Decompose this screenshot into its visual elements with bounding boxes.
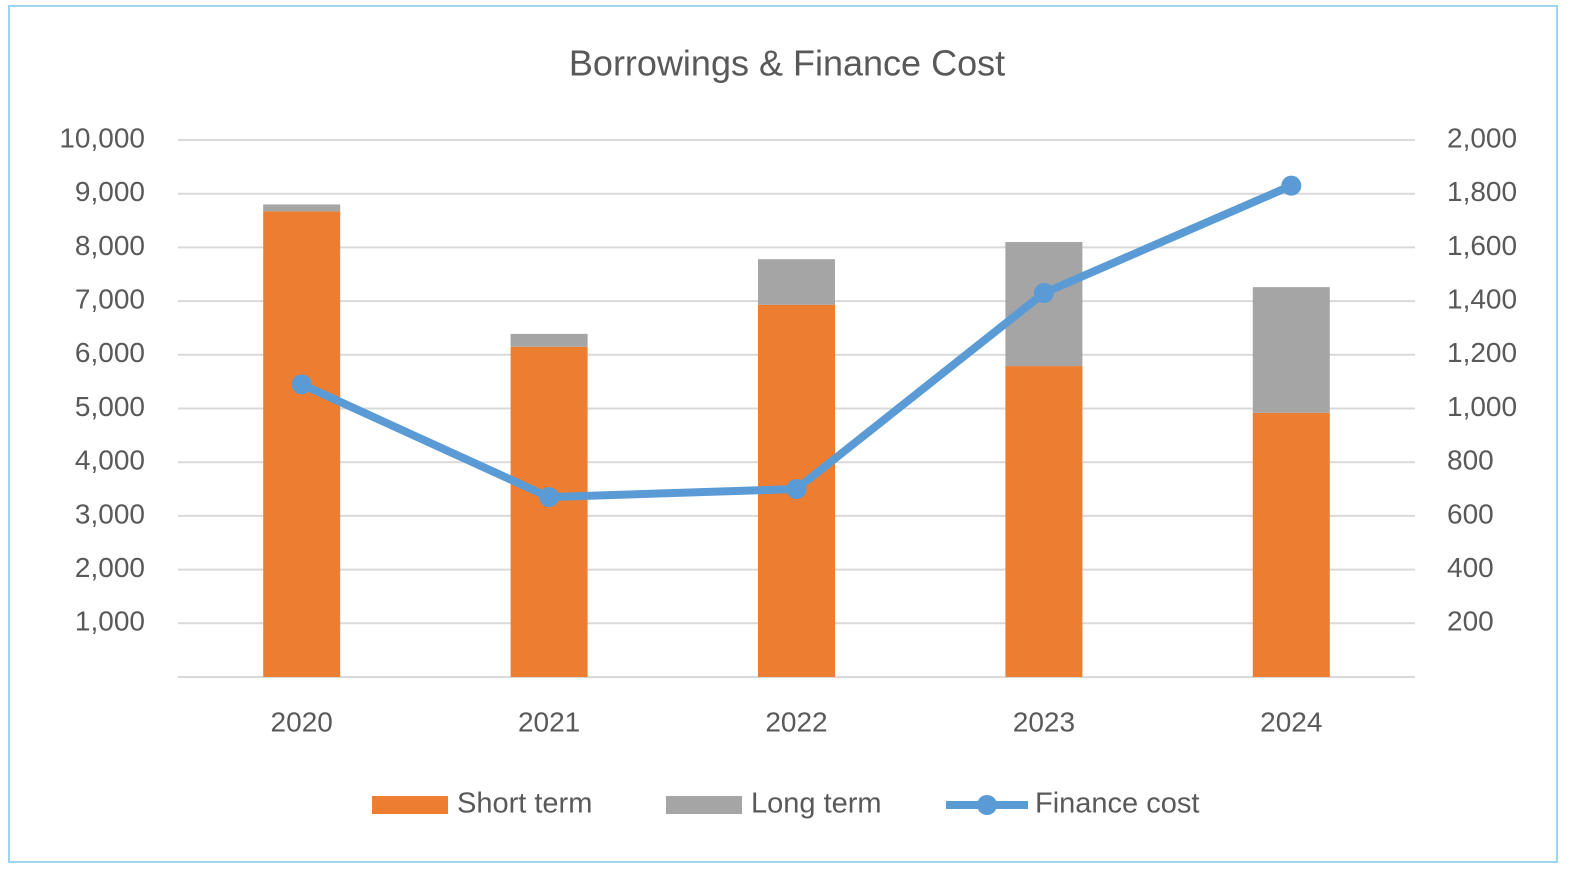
y-tick-label: 4,000 [75, 445, 145, 476]
line-marker [786, 479, 807, 500]
y2-tick-label: 200 [1447, 606, 1494, 637]
y2-tick-label: 1,600 [1447, 230, 1517, 261]
y-tick-label: 2,000 [75, 552, 145, 583]
x-tick-label: 2023 [1013, 706, 1075, 737]
y2-tick-label: 1,400 [1447, 283, 1517, 314]
bar [1005, 242, 1083, 367]
y2-tick-label: 1,200 [1447, 337, 1517, 368]
bar [1005, 366, 1083, 677]
bar [1252, 412, 1330, 677]
line-marker [1033, 283, 1054, 304]
bar [758, 259, 835, 305]
legend-swatch [372, 796, 448, 814]
line-marker [1281, 175, 1302, 196]
line-marker [291, 374, 312, 395]
x-tick-label: 2021 [518, 706, 580, 737]
y-tick-label: 5,000 [75, 391, 145, 422]
bar [263, 211, 341, 677]
x-tick-label: 2022 [765, 706, 827, 737]
y2-tick-label: 2,000 [1447, 122, 1517, 153]
legend-swatch [977, 795, 997, 815]
legend-label: Short term [457, 788, 592, 820]
y2-tick-label: 1,000 [1447, 391, 1517, 422]
y-tick-label: 8,000 [75, 230, 145, 261]
legend-swatch [666, 796, 742, 814]
y-tick-label: 3,000 [75, 498, 145, 529]
line-marker [539, 487, 560, 508]
bar [263, 204, 341, 212]
x-tick-label: 2024 [1260, 706, 1322, 737]
y-tick-label: 6,000 [75, 337, 145, 368]
legend-label: Long term [751, 788, 882, 820]
y-tick-label: 1,000 [75, 606, 145, 637]
y-tick-label: 7,000 [75, 283, 145, 314]
y-tick-label: 9,000 [75, 176, 145, 207]
legend-label: Finance cost [1035, 788, 1199, 820]
bar [510, 346, 588, 677]
chart-title: Borrowings & Finance Cost [569, 43, 1005, 84]
y2-tick-label: 800 [1447, 445, 1494, 476]
y2-tick-label: 400 [1447, 552, 1494, 583]
bar [510, 333, 588, 347]
y-tick-label: 10,000 [59, 122, 145, 153]
y2-tick-label: 1,800 [1447, 176, 1517, 207]
x-tick-label: 2020 [271, 706, 333, 737]
y2-tick-label: 600 [1447, 498, 1494, 529]
bar [1252, 287, 1330, 413]
